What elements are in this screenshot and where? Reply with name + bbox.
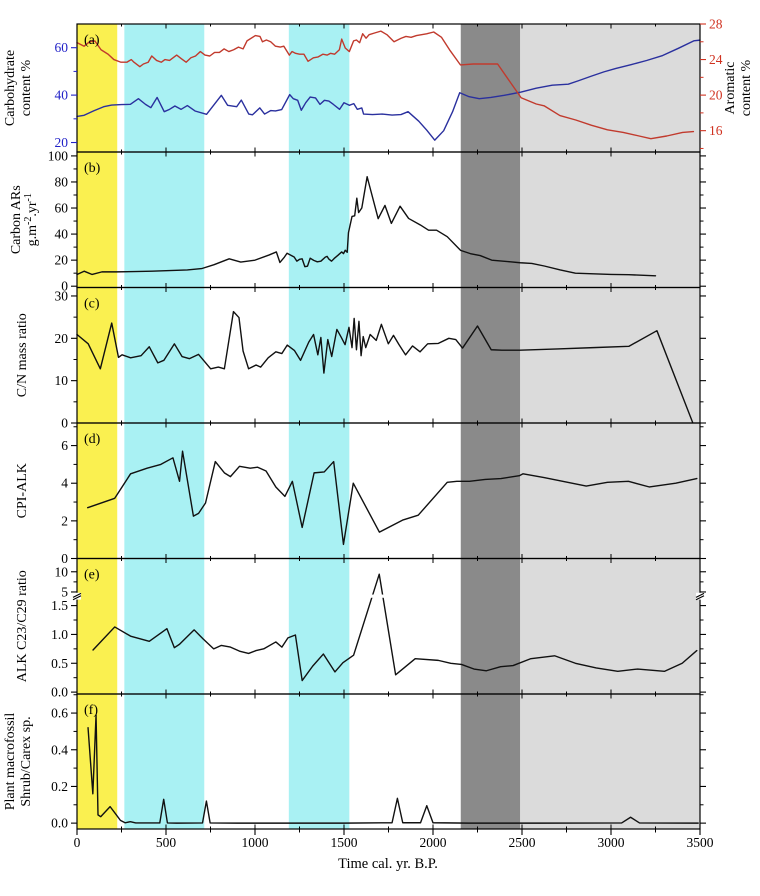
y-tick-label: 24 [709,52,723,67]
series-cn-mass-ratio [76,310,694,423]
axis-break-mask [73,592,81,600]
y-tick-label: 0.4 [51,742,68,757]
axis-break-mark [695,592,705,598]
axis-break-mark [72,592,82,598]
y-tick-label: 2 [61,513,68,528]
zone-cyan-2 [288,24,350,829]
y-tick-label: 0.0 [51,685,68,700]
y-tick-label: 0 [61,416,68,431]
x-tick-label: 0 [74,835,81,850]
zone-light-gray [520,24,700,829]
y-axis-title: ALK C23/C29 ratio [15,570,30,682]
x-axis-title: Time cal. yr. B.P. [338,856,438,872]
y-tick-label: 16 [709,123,723,138]
y-tick-label: 6 [61,438,68,453]
y-tick-label: 10 [55,564,69,579]
series-carbohydrate-content [76,39,701,141]
x-tick-label: 3000 [598,835,625,850]
y-axis-title: Plant macrofossil [3,713,18,811]
axis-break-mark [695,595,705,601]
panel-letter: (e) [84,568,100,583]
x-tick-label: 2500 [509,835,536,850]
series-aromatic-content [76,30,695,140]
panel-letter: (c) [84,297,100,312]
series-alk-c23-c29-ratio [92,573,698,682]
axis-break-line-gap [377,594,388,598]
axis-break-line-gap [367,594,378,598]
y-tick-label: 28 [709,17,723,32]
y-tick-label: 0.2 [51,779,68,794]
y-tick-label: 0.6 [51,706,68,721]
x-tick-label: 500 [156,835,177,850]
panel-letter: (d) [84,432,101,447]
x-tick-label: 3500 [687,835,714,850]
y-tick-label: 1.0 [51,627,68,642]
y-tick-label: 10 [55,373,69,388]
panel-letter: (f) [84,703,98,718]
axis-break-mark [72,595,82,601]
panel-letter: (b) [84,161,101,176]
y-axis-title: content % [19,59,34,116]
y-tick-label: 30 [55,288,69,303]
series-shrub-carex-ratio [87,714,699,824]
y-tick-label: 40 [55,227,69,242]
series-carbon-accumulation-rate [76,176,657,277]
y-tick-label: 80 [55,174,69,189]
axis-break-mask [696,592,704,600]
y-axis-title: C/N mass ratio [15,313,30,397]
zone-cyan-1 [124,24,205,829]
y-tick-label: 20 [55,135,69,150]
y-tick-label: 5 [61,584,68,599]
y-axis-title: CPI-ALK [15,463,30,518]
y-tick-label: 0 [61,551,68,566]
x-axis: 0 500 1000 1500 2000 2500 3000 3500 Time cal. yr… [74,829,714,872]
zone-yellow [77,24,118,829]
x-tick-label: 1500 [331,835,358,850]
panel-letter: (a) [84,33,100,48]
y-tick-label: 1.5 [51,598,68,613]
series-cpi-alk [86,450,698,546]
highlight-zones [77,24,700,829]
y-axis-title: content % [739,59,754,116]
y-axis-title: Aromatic [723,62,738,115]
y-tick-label: 20 [55,253,69,268]
y-axis-title: g.m-2​.yr-1​ [23,193,40,246]
x-tick-label: 1000 [242,835,269,850]
y-tick-label: 40 [55,88,69,103]
y-tick-label: 0.5 [51,656,68,671]
zone-dark-gray [460,24,521,829]
y-tick-label: 60 [55,40,69,55]
y-tick-label: 100 [48,148,69,163]
y-tick-label: 0 [61,279,68,294]
y-tick-label: 0.0 [51,816,68,831]
y-tick-label: 20 [709,88,723,103]
x-tick-label: 2000 [420,835,447,850]
y-tick-label: 20 [55,331,69,346]
y-axis-title: Carbon ARs [9,185,24,254]
y-axis-title: Shrub/Carex sp. [19,716,34,806]
y-tick-label: 60 [55,201,69,216]
y-tick-label: 4 [61,476,68,491]
y-axis-title: Carbohydrate [3,50,18,126]
